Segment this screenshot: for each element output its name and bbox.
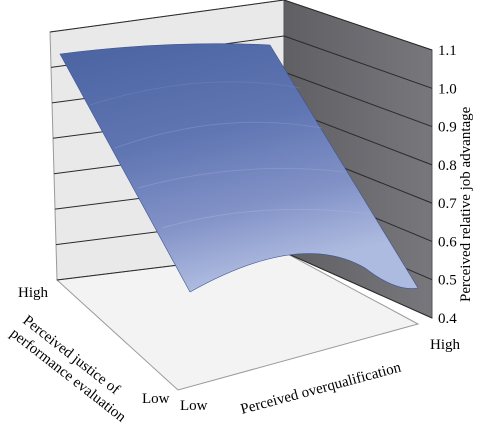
z-tick-label: 0.4 <box>438 311 457 327</box>
y-tick-high: High <box>18 285 49 301</box>
z-axis-title: Perceived relative job advantage <box>458 106 474 302</box>
back-wall-gridline <box>49 0 285 33</box>
x-axis-title: Perceived overqualification <box>239 359 403 417</box>
right-wall-gridline <box>283 251 433 319</box>
surface-contour-2 <box>114 121 323 149</box>
right-wall-gridline <box>283 35 433 89</box>
z-tick-label: 0.5 <box>438 273 457 289</box>
right-wall-gridline <box>283 71 433 128</box>
surface-contour-1 <box>89 81 301 106</box>
x-tick-low: Low <box>180 398 208 414</box>
z-tick-label: 1.0 <box>438 81 457 97</box>
z-tick-label: 0.7 <box>438 196 457 212</box>
z-tick-label: 0.6 <box>438 234 457 250</box>
x-tick-high: High <box>430 337 461 353</box>
z-tick-label: 0.8 <box>438 158 457 174</box>
z-tick-label: 1.1 <box>438 43 457 59</box>
z-tick-label: 0.9 <box>438 120 457 136</box>
z-axis-ticks: 0.4 0.5 0.6 0.7 0.8 0.9 1.0 1.1 <box>438 43 457 327</box>
response-surface <box>59 43 419 293</box>
right-wall-gridline <box>283 0 433 51</box>
y-tick-low: Low <box>142 391 170 407</box>
surface-contour-3 <box>137 167 346 189</box>
surface-contour-4 <box>161 208 371 229</box>
